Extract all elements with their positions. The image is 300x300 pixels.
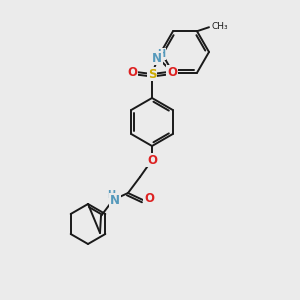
Text: CH₃: CH₃ <box>212 22 229 31</box>
Text: O: O <box>127 65 137 79</box>
Text: O: O <box>144 193 154 206</box>
Text: S: S <box>148 68 156 80</box>
Text: O: O <box>147 154 157 166</box>
Text: H: H <box>157 49 165 59</box>
Text: H: H <box>107 190 115 200</box>
Text: N: N <box>152 52 162 64</box>
Text: N: N <box>110 194 120 206</box>
Text: O: O <box>167 65 177 79</box>
